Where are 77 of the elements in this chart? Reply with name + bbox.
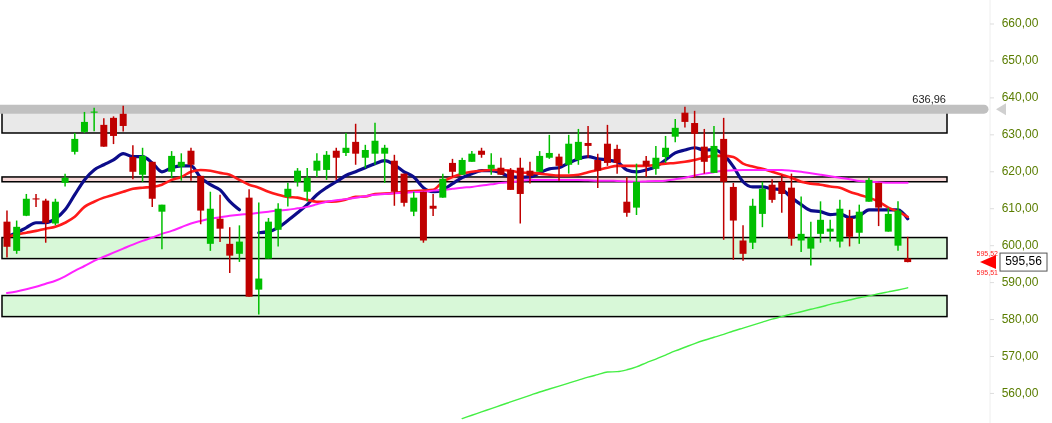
candlestick: [352, 123, 360, 166]
candlestick: [603, 124, 611, 167]
candlestick: [565, 134, 573, 175]
text: 595,56: [1005, 254, 1043, 269]
candlestick: [235, 224, 243, 263]
candlestick: [80, 111, 88, 134]
candlestick: [662, 135, 670, 164]
candlestick: [323, 150, 331, 181]
candlestick: [294, 167, 302, 188]
candlestick: [381, 144, 389, 184]
candlestick: [429, 193, 437, 217]
candlestick: [342, 132, 350, 157]
y-tick-label: 640,00: [1001, 90, 1039, 105]
candlestick: [158, 203, 166, 251]
y-tick-label: 580,00: [1001, 311, 1039, 326]
candlestick: [681, 106, 689, 129]
candlestick: [284, 182, 292, 208]
candlestick: [71, 132, 79, 156]
candlestick: [826, 219, 834, 243]
candlestick: [449, 158, 456, 178]
candlestick: [623, 176, 631, 218]
candlestick: [139, 147, 147, 183]
candlestick: [584, 125, 592, 159]
candlestick: [797, 195, 805, 253]
candlestick: [177, 152, 185, 182]
candlestick: [410, 190, 418, 217]
candlestick: [778, 173, 786, 214]
candlestick: [332, 147, 340, 181]
candlestick: [487, 152, 495, 176]
candlestick: [768, 178, 776, 204]
candlestick: [865, 176, 873, 203]
candlestick: [536, 150, 544, 173]
candlestick: [507, 167, 515, 191]
candlestick: [671, 118, 679, 143]
ref-line-label: 636,96: [912, 93, 946, 106]
candlestick: [545, 134, 553, 160]
y-tick-label: 660,00: [1001, 16, 1039, 31]
y-tick-label: 570,00: [1001, 348, 1039, 363]
candlestick: [700, 128, 708, 175]
candlestick: [574, 128, 582, 166]
candlestick: [51, 198, 59, 227]
candlestick: [129, 144, 137, 180]
candlestick: [652, 145, 660, 176]
y-tick-label: 600,00: [1001, 237, 1039, 252]
y-tick-label: 630,00: [1001, 127, 1039, 142]
candlestick: [361, 144, 369, 169]
candlestick: [110, 115, 117, 145]
candlestick: [100, 117, 108, 148]
candlestick: [642, 155, 650, 178]
candlestick: [303, 167, 311, 203]
y-tick-label: 590,00: [1001, 274, 1039, 289]
candlestick: [216, 193, 224, 243]
candlestick: [855, 203, 863, 245]
candlestick: [255, 201, 263, 316]
candlestick: [119, 104, 127, 133]
candlestick: [439, 172, 447, 199]
y-tick-label: 620,00: [1001, 163, 1039, 178]
candlestick: [817, 200, 824, 244]
line-series: [461, 287, 909, 420]
candlestick: [226, 226, 234, 274]
candlestick: [807, 220, 815, 267]
candlestick: [691, 110, 699, 179]
y-tick-label: 610,00: [1001, 200, 1039, 215]
candlestick: [168, 150, 176, 179]
line-series: [5, 168, 909, 294]
candlestick: [739, 224, 747, 262]
candlestick: [313, 152, 321, 178]
candlestick: [594, 152, 602, 189]
y-tick-label: 560,00: [1001, 385, 1039, 400]
candlestick: [274, 202, 282, 248]
candlestick: [42, 198, 50, 244]
candlestick: [555, 152, 563, 182]
candlestick: [846, 209, 854, 248]
candlestick: [526, 161, 534, 185]
candlestick: [884, 206, 892, 233]
y-tick-label: 650,00: [1001, 53, 1039, 68]
candlestick: [613, 144, 621, 175]
